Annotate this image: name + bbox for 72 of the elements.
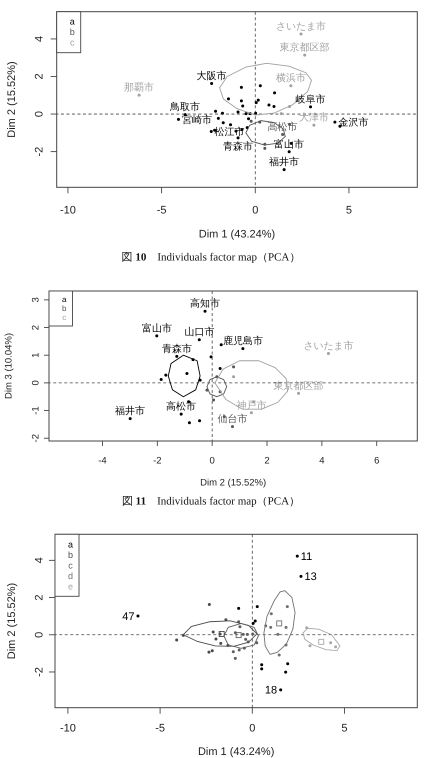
y-axis-title: Dim 3 (10.04%) bbox=[4, 333, 14, 399]
annotation: 宮崎市 bbox=[182, 114, 212, 126]
annotation: 大阪市 bbox=[196, 70, 227, 82]
y-tick-label: -1 bbox=[30, 406, 42, 415]
y-tick-label: 2 bbox=[34, 594, 46, 601]
annotation: 青森市 bbox=[162, 342, 192, 355]
x-tick-label: -10 bbox=[60, 722, 76, 734]
y-tick-label: 2 bbox=[30, 324, 42, 330]
y-axis-title: Dim 2 (15.52%) bbox=[6, 582, 18, 660]
x-tick-label: -5 bbox=[156, 204, 166, 216]
x-tick-label: 0 bbox=[210, 456, 215, 466]
text: a bbox=[68, 539, 74, 550]
text: b bbox=[70, 27, 75, 38]
x-tick-label: -4 bbox=[98, 456, 107, 466]
annotation: 福井市 bbox=[269, 156, 300, 168]
y-tick-label: 2 bbox=[34, 73, 46, 80]
y-tick-label: 4 bbox=[34, 36, 46, 42]
text: a bbox=[70, 16, 75, 27]
text: b bbox=[62, 304, 67, 313]
text: a bbox=[62, 295, 67, 304]
x-tick-label: -2 bbox=[153, 456, 162, 466]
x-tick-label: 0 bbox=[249, 722, 256, 734]
y-tick-label: -2 bbox=[34, 146, 46, 157]
x-axis-title: Dim 2 (15.52%) bbox=[200, 478, 266, 488]
x-tick-label: 6 bbox=[374, 456, 380, 466]
annotation: 岐阜市 bbox=[296, 93, 326, 106]
y-axis-title: Dim 2 (15.52%) bbox=[6, 61, 18, 138]
annotation: 富山市 bbox=[142, 322, 172, 334]
annotation: さいたま市 bbox=[303, 340, 354, 352]
text: c bbox=[68, 560, 74, 570]
annotation: 鳥取市 bbox=[169, 101, 200, 114]
annotation: 47 bbox=[122, 610, 134, 623]
y-tick-label: 0 bbox=[34, 632, 46, 638]
annotation: 高松市 bbox=[166, 400, 196, 413]
annotation: 東京都区部 bbox=[280, 42, 330, 54]
x-tick-label: 5 bbox=[346, 204, 352, 216]
text: c bbox=[70, 38, 75, 48]
text: b bbox=[68, 550, 74, 560]
text: 図 11 Individuals factor map（PCA） bbox=[122, 496, 300, 508]
annotation: 富山市 bbox=[274, 138, 304, 150]
x-axis-title: Dim 1 (43.24%) bbox=[198, 746, 274, 758]
annotation: 那覇市 bbox=[124, 82, 154, 94]
y-tick-label: 3 bbox=[30, 297, 42, 303]
annotation: 金沢市 bbox=[338, 116, 368, 129]
text: 図 10 Individuals factor map（PCA） bbox=[122, 252, 300, 264]
annotation: 鹿児島市 bbox=[222, 335, 263, 348]
annotation: 大津市 bbox=[298, 112, 329, 124]
annotation: 13 bbox=[304, 571, 317, 584]
y-tick-label: -2 bbox=[34, 667, 46, 677]
annotation: 11 bbox=[300, 550, 312, 563]
annotation: 山口市 bbox=[184, 326, 214, 338]
x-tick-label: -10 bbox=[60, 204, 76, 216]
x-tick-label: 0 bbox=[252, 204, 258, 216]
y-tick-label: 0 bbox=[30, 380, 42, 386]
annotation: 横浜市 bbox=[276, 72, 306, 84]
y-tick-label: 0 bbox=[34, 110, 46, 118]
annotation: さいたま市 bbox=[276, 20, 326, 33]
annotation: 高知市 bbox=[190, 298, 220, 310]
annotation: 福井市 bbox=[115, 405, 146, 418]
x-axis-title: Dim 1 (43.24%) bbox=[198, 228, 276, 240]
y-tick-label: 1 bbox=[30, 352, 42, 358]
x-tick-label: -5 bbox=[155, 722, 165, 734]
annotation: 青森市 bbox=[223, 140, 254, 152]
x-tick-label: 5 bbox=[341, 722, 348, 734]
text: d bbox=[68, 570, 74, 581]
x-tick-label: 2 bbox=[264, 456, 270, 466]
y-tick-label: -2 bbox=[30, 434, 42, 442]
text: e bbox=[68, 581, 74, 592]
x-tick-label: 4 bbox=[319, 456, 325, 466]
text: c bbox=[62, 313, 66, 322]
annotation: 18 bbox=[264, 684, 278, 697]
y-tick-label: 4 bbox=[34, 557, 46, 564]
